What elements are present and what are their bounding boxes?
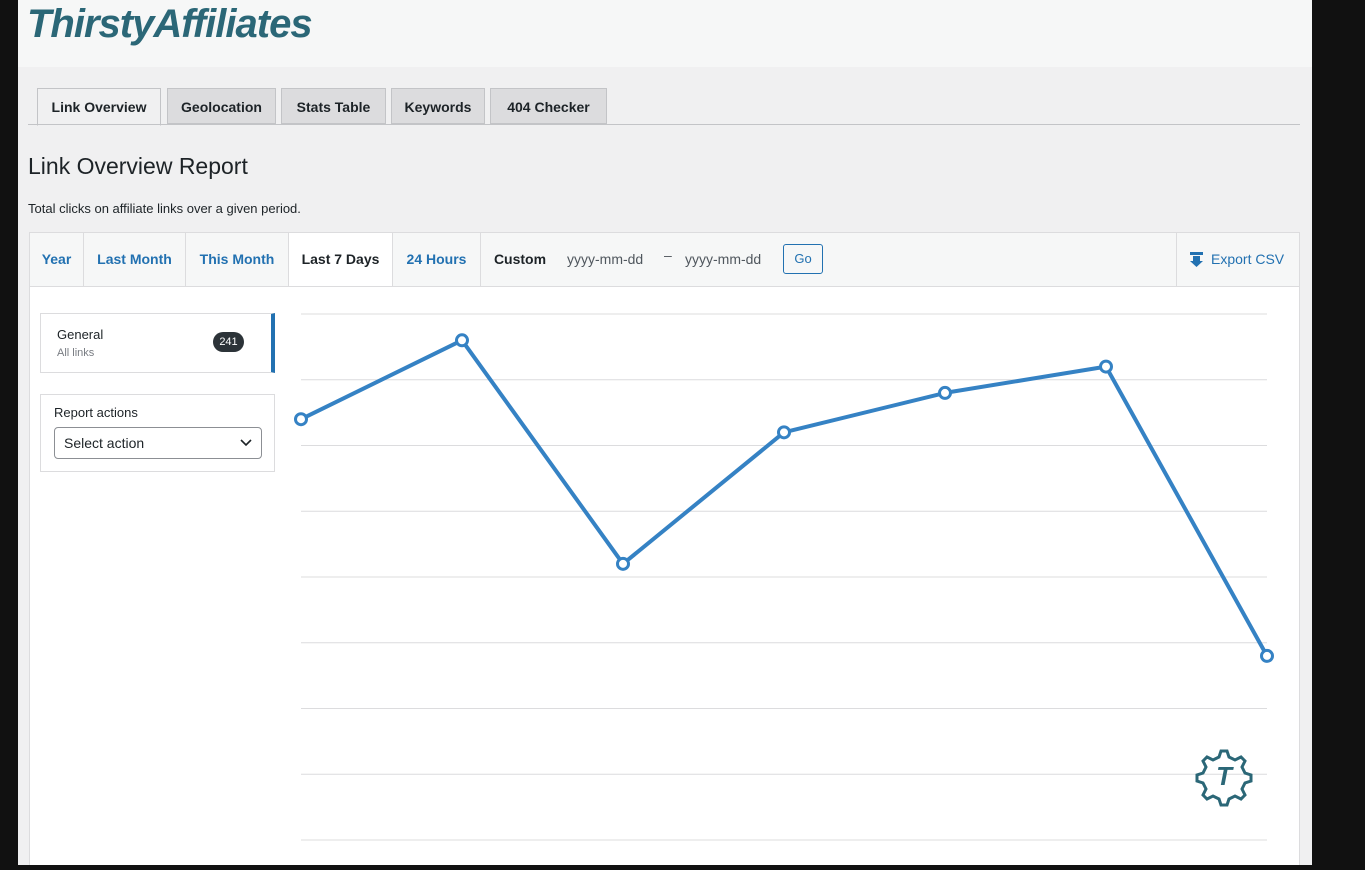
tab[interactable]: Link Overview — [37, 88, 161, 126]
line-chart: T — [294, 313, 1274, 841]
range-tab[interactable]: 24 Hours — [393, 233, 481, 286]
range-tab[interactable]: Custom — [493, 251, 547, 267]
tab[interactable]: Keywords — [391, 88, 485, 124]
action-select[interactable]: Select action — [54, 427, 262, 459]
logo[interactable]: ThirstyAffiliates — [27, 2, 313, 46]
group-sub: All links — [57, 347, 95, 359]
go-button[interactable]: Go — [783, 244, 823, 274]
range-tab[interactable]: Last Month — [84, 233, 186, 286]
chevron — [240, 439, 252, 447]
range-tab[interactable]: Year — [30, 233, 84, 286]
export-button[interactable]: Export CSV — [1176, 233, 1300, 286]
export-icon — [1190, 252, 1203, 267]
svg-text:T: T — [1216, 761, 1234, 791]
select-text: Select action — [64, 435, 145, 451]
data-line — [300, 338, 1269, 657]
report-panel: Year Last Month This Month Last 7 Days 2… — [29, 232, 1300, 865]
data-point — [616, 556, 630, 571]
brand-badge: T — [1195, 749, 1253, 807]
range-tab[interactable]: This Month — [186, 233, 289, 286]
range-bar: Year Last Month This Month Last 7 Days 2… — [30, 233, 1299, 287]
tab-divider — [28, 124, 1300, 125]
range-tab[interactable]: Last 7 Days — [289, 233, 393, 286]
group-name: General — [57, 327, 104, 342]
header: ThirstyAffiliates — [18, 0, 1312, 67]
app: ThirstyAffiliates Link Overview Geolocat… — [18, 0, 1312, 865]
tab[interactable]: 404 Checker — [490, 88, 607, 124]
data-point — [777, 425, 791, 440]
actions-label: Report actions — [54, 405, 138, 420]
data-point — [294, 412, 308, 427]
date-from[interactable]: yyyy-mm-dd — [567, 251, 644, 267]
date-separator: – — [664, 247, 672, 263]
report-title: Link Overview Report — [28, 153, 248, 179]
link-group[interactable]: General All links 241 — [40, 313, 275, 373]
report-actions: Report actions Select action — [40, 394, 275, 472]
data-point — [1099, 359, 1113, 374]
data-point — [455, 333, 469, 348]
export-label[interactable]: Export CSV — [1211, 251, 1285, 267]
count-badge: 241 — [213, 332, 244, 352]
tab[interactable]: Geolocation — [167, 88, 276, 124]
data-point — [1260, 648, 1274, 663]
tab[interactable]: Stats Table — [281, 88, 386, 124]
data-point — [938, 385, 952, 400]
report-description: Total clicks on affiliate links over a g… — [28, 201, 301, 216]
date-to[interactable]: yyyy-mm-dd — [685, 251, 762, 267]
